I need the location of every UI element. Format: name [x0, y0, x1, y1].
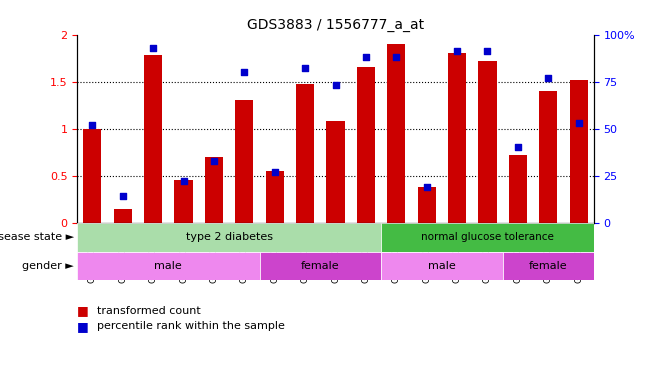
- Point: [513, 144, 523, 151]
- Bar: [448, 53, 466, 223]
- Text: type 2 diabetes: type 2 diabetes: [186, 232, 272, 242]
- Point: [300, 65, 311, 71]
- Bar: [387, 44, 405, 223]
- Text: female: female: [529, 261, 568, 271]
- Text: normal glucose tolerance: normal glucose tolerance: [421, 232, 554, 242]
- Point: [87, 122, 98, 128]
- Point: [482, 48, 493, 55]
- Text: disease state ►: disease state ►: [0, 232, 74, 242]
- Bar: [266, 171, 284, 223]
- Title: GDS3883 / 1556777_a_at: GDS3883 / 1556777_a_at: [247, 18, 424, 32]
- Text: female: female: [301, 261, 340, 271]
- Bar: [260, 252, 381, 280]
- Text: transformed count: transformed count: [97, 306, 201, 316]
- Point: [330, 82, 341, 88]
- Bar: [83, 129, 101, 223]
- Bar: [539, 91, 558, 223]
- Point: [573, 120, 584, 126]
- Point: [269, 169, 280, 175]
- Bar: [357, 68, 375, 223]
- Bar: [296, 84, 314, 223]
- Bar: [144, 55, 162, 223]
- Text: percentile rank within the sample: percentile rank within the sample: [97, 321, 285, 331]
- Point: [452, 48, 462, 55]
- Bar: [205, 157, 223, 223]
- Text: male: male: [428, 261, 456, 271]
- Text: ■: ■: [77, 320, 89, 333]
- Point: [209, 157, 219, 164]
- Point: [117, 193, 128, 199]
- Point: [543, 75, 554, 81]
- Bar: [77, 223, 381, 252]
- Text: male: male: [154, 261, 183, 271]
- Point: [148, 45, 158, 51]
- Bar: [174, 180, 193, 223]
- Text: ■: ■: [77, 305, 89, 318]
- Bar: [113, 209, 132, 223]
- Point: [239, 69, 250, 75]
- Bar: [478, 61, 497, 223]
- Bar: [326, 121, 345, 223]
- Point: [178, 178, 189, 184]
- Bar: [381, 223, 594, 252]
- Bar: [77, 252, 260, 280]
- Bar: [509, 155, 527, 223]
- Point: [360, 54, 371, 60]
- Bar: [381, 252, 503, 280]
- Bar: [236, 101, 254, 223]
- Bar: [570, 80, 588, 223]
- Point: [421, 184, 432, 190]
- Bar: [503, 252, 594, 280]
- Bar: [417, 187, 435, 223]
- Point: [391, 54, 402, 60]
- Text: gender ►: gender ►: [22, 261, 74, 271]
